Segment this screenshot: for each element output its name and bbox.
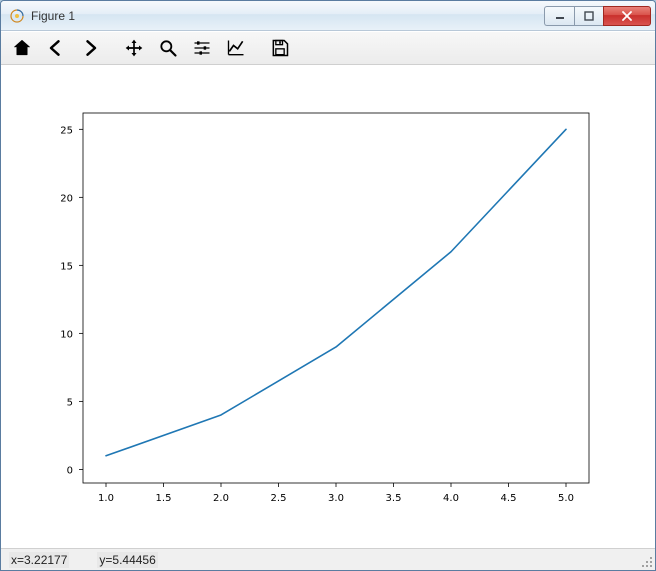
zoom-button[interactable] — [153, 34, 183, 62]
svg-text:25: 25 — [60, 125, 73, 136]
toolbar — [1, 31, 655, 65]
configure-subplots-button[interactable] — [187, 34, 217, 62]
svg-text:3.0: 3.0 — [328, 493, 344, 504]
svg-text:4.5: 4.5 — [501, 493, 517, 504]
figure-window: Figure 1 — [0, 0, 656, 571]
window-title: Figure 1 — [31, 9, 544, 23]
line-chart: 1.0 1.5 2.0 2.5 3.0 3.5 4.0 4.5 5.0 0 5 10 15 20 25 — [1, 65, 621, 525]
plot-canvas[interactable]: 1.0 1.5 2.0 2.5 3.0 3.5 4.0 4.5 5.0 0 5 10 15 20 25 — [1, 65, 655, 548]
svg-text:2.0: 2.0 — [213, 493, 229, 504]
titlebar[interactable]: Figure 1 — [1, 1, 655, 31]
svg-text:2.5: 2.5 — [271, 493, 287, 504]
maximize-button[interactable] — [574, 6, 604, 26]
svg-text:1.0: 1.0 — [98, 493, 114, 504]
pan-button[interactable] — [119, 34, 149, 62]
status-bar: x=3.22177 y=5.44456 — [1, 548, 655, 570]
svg-text:3.5: 3.5 — [386, 493, 402, 504]
back-button[interactable] — [41, 34, 71, 62]
svg-text:10: 10 — [60, 329, 73, 340]
edit-axes-button[interactable] — [221, 34, 251, 62]
svg-text:1.5: 1.5 — [156, 493, 172, 504]
window-controls — [544, 6, 651, 26]
status-x: x=3.22177 — [9, 552, 69, 568]
close-button[interactable] — [603, 6, 651, 26]
forward-button[interactable] — [75, 34, 105, 62]
resize-grip-icon[interactable] — [639, 554, 653, 568]
svg-text:15: 15 — [60, 261, 73, 272]
minimize-button[interactable] — [544, 6, 574, 26]
save-button[interactable] — [265, 34, 295, 62]
svg-text:0: 0 — [67, 465, 73, 476]
svg-text:4.0: 4.0 — [443, 493, 459, 504]
status-y: y=5.44456 — [97, 552, 157, 568]
home-button[interactable] — [7, 34, 37, 62]
svg-text:5.0: 5.0 — [558, 493, 574, 504]
svg-text:5: 5 — [67, 397, 73, 408]
app-icon — [9, 8, 25, 24]
svg-text:20: 20 — [60, 193, 73, 204]
